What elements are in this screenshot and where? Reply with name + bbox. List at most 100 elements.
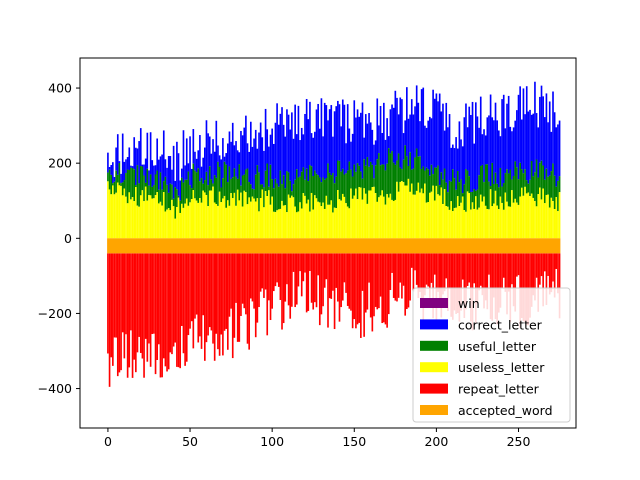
bar-repeat_letter <box>345 253 347 293</box>
bar-useless_letter <box>276 210 278 239</box>
bar-correct_letter <box>406 87 408 157</box>
bar-correct_letter <box>136 148 139 166</box>
bar-useless_letter <box>315 198 318 239</box>
bar-useless_letter <box>202 190 204 239</box>
bar-useful_letter <box>320 182 323 207</box>
bar-useless_letter <box>115 192 117 239</box>
bar-correct_letter <box>430 118 433 165</box>
bar-repeat_letter <box>256 253 259 323</box>
bar-useless_letter <box>509 206 512 239</box>
bar-repeat_letter <box>404 253 407 316</box>
bar-repeat_letter <box>263 253 265 298</box>
bar-repeat_letter <box>233 253 236 338</box>
bar-useful_letter <box>148 185 150 196</box>
bar-useful_letter <box>159 172 162 202</box>
bar-correct_letter <box>312 137 315 177</box>
bar-correct_letter <box>452 144 454 170</box>
bar-useless_letter <box>404 185 407 239</box>
bar-repeat_letter <box>130 253 132 331</box>
bar-useless_letter <box>381 190 384 239</box>
bar-repeat_letter <box>389 253 392 291</box>
bar-repeat_letter <box>202 253 204 316</box>
bar-repeat_letter <box>463 253 466 319</box>
bar-correct_letter <box>442 103 444 180</box>
bar-useful_letter <box>366 157 369 204</box>
bar-useful_letter <box>410 169 413 184</box>
bar-repeat_letter <box>269 253 272 321</box>
bar-useful_letter <box>189 185 191 203</box>
bar-correct_letter <box>476 116 479 190</box>
bar-useful_letter <box>363 159 365 189</box>
bar-correct_letter <box>268 146 270 187</box>
bar-useless_letter <box>488 209 490 239</box>
bar-useless_letter <box>376 201 379 239</box>
bar-useless_letter <box>236 189 239 239</box>
bar-useless_letter <box>113 194 116 239</box>
bar-correct_letter <box>302 134 305 168</box>
bar-useless_letter <box>325 195 328 239</box>
bar-correct_letter <box>333 111 336 184</box>
bar-useful_letter <box>387 148 390 198</box>
bar-correct_letter <box>381 132 384 165</box>
bar-repeat_letter <box>453 253 456 311</box>
bar-repeat_letter <box>529 253 531 318</box>
bar-repeat_letter <box>210 253 213 331</box>
bar-useful_letter <box>123 180 126 189</box>
bar-correct_letter <box>378 125 380 154</box>
bar-correct_letter <box>149 132 152 175</box>
bar-useless_letter <box>511 190 513 239</box>
bar-useless_letter <box>230 193 232 239</box>
bar-correct_letter <box>353 100 356 165</box>
bar-correct_letter <box>517 94 520 180</box>
bar-repeat_letter <box>332 253 334 291</box>
bar-useful_letter <box>243 174 246 191</box>
bar-useless_letter <box>151 198 154 239</box>
bar-useful_letter <box>461 193 464 197</box>
bar-useless_letter <box>294 206 296 239</box>
bar-correct_letter <box>256 148 259 166</box>
bar-useless_letter <box>309 211 311 239</box>
bar-repeat_letter <box>226 253 229 350</box>
bar-correct_letter <box>525 86 528 181</box>
bar-useless_letter <box>307 199 310 239</box>
bar-useful_letter <box>496 183 498 206</box>
bar-repeat_letter <box>156 253 159 361</box>
bar-useful_letter <box>202 183 204 191</box>
bar-useful_letter <box>171 184 173 200</box>
bar-correct_letter <box>238 152 241 165</box>
bar-repeat_letter <box>489 253 492 320</box>
bar-correct_letter <box>427 120 430 170</box>
bar-correct_letter <box>461 146 464 194</box>
bar-useful_letter <box>167 192 170 209</box>
bar-correct_letter <box>488 115 490 182</box>
bar-useful_letter <box>341 168 344 194</box>
bar-correct_letter <box>481 134 484 165</box>
bar-useful_letter <box>231 177 234 199</box>
bar-repeat_letter <box>391 253 393 273</box>
bar-repeat_letter <box>491 253 494 321</box>
bar-correct_letter <box>263 150 265 188</box>
bars-layer <box>107 81 561 387</box>
bar-correct_letter <box>437 101 439 166</box>
bar-useful_letter <box>509 169 512 207</box>
bar-useful_letter <box>307 181 310 200</box>
bar-repeat_letter <box>223 253 226 331</box>
bar-useless_letter <box>433 200 436 239</box>
bar-repeat_letter <box>486 253 489 310</box>
bar-useful_letter <box>545 168 548 195</box>
bar-useful_letter <box>348 161 351 209</box>
bar-correct_letter <box>424 125 426 171</box>
bar-repeat_letter <box>230 253 232 309</box>
bar-correct_letter <box>479 96 482 167</box>
bar-repeat_letter <box>277 253 280 287</box>
bar-useful_letter <box>483 182 485 197</box>
bar-useful_letter <box>182 182 185 208</box>
bar-useless_letter <box>110 194 113 239</box>
bar-repeat_letter <box>447 253 449 311</box>
bar-correct_letter <box>154 165 157 175</box>
bar-repeat_letter <box>497 253 500 313</box>
bar-correct_letter <box>131 166 134 169</box>
bar-correct_letter <box>126 157 129 170</box>
bar-useful_letter <box>404 145 407 186</box>
bar-useful_letter <box>181 177 183 204</box>
